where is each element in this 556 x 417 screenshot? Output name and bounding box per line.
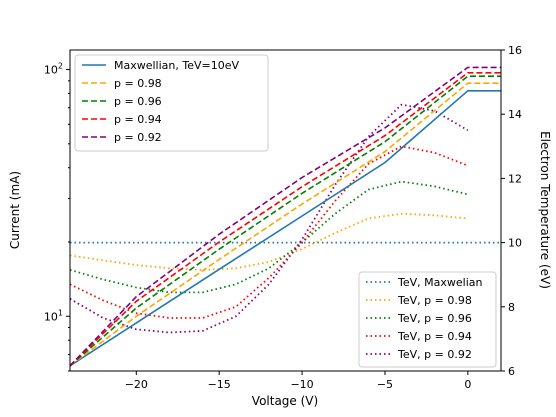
plot-frame <box>69 49 502 372</box>
temperature-legend-box <box>358 271 497 368</box>
current-line-p-0-98 <box>70 82 501 367</box>
right-y-tick-label: 16 <box>508 44 522 57</box>
x-tick-label: −20 <box>125 378 148 391</box>
temperature-legend: TeV, Maxwelian TeV, p = 0.98 TeV, p = 0.96… <box>358 271 497 368</box>
current-legend-entries: Maxwellian, TeV=10eV p = 0.98 p = 0.96 p = … <box>82 59 240 144</box>
x-tick-label: 0 <box>464 378 471 391</box>
current-legend-label: p = 0.92 <box>114 131 162 144</box>
right-y-tick-label: 6 <box>508 365 515 378</box>
temperature-legend-label: TeV, p = 0.94 <box>397 330 472 343</box>
temperature-legend-label: TeV, p = 0.92 <box>397 348 472 361</box>
left-y-tick-label: 101 <box>44 308 63 323</box>
temperature-legend-label: TeV, p = 0.98 <box>397 294 472 307</box>
right-y-tick-label: 10 <box>508 237 522 250</box>
right-y-axis-label: Electron Temperature (eV) <box>538 131 552 289</box>
current-line-p-0-94 <box>70 72 501 367</box>
current-line-p-0-96 <box>70 75 501 367</box>
x-tick-label: −15 <box>208 378 231 391</box>
current-line-maxwellian-tev-10ev <box>70 90 501 367</box>
current-legend-label: p = 0.98 <box>114 77 162 90</box>
temperature-legend-entries: TeV, Maxwelian TeV, p = 0.98 TeV, p = 0.96… <box>366 276 482 361</box>
left-y-axis-label: Current (mA) <box>8 171 22 249</box>
x-axis: −20 −15 −10 −5 0 <box>125 371 471 391</box>
plot-lines <box>70 66 501 367</box>
current-legend-label: p = 0.96 <box>114 95 162 108</box>
current-line-p-0-92 <box>70 66 501 367</box>
current-legend-box <box>74 54 269 152</box>
right-y-tick-label: 14 <box>508 108 522 121</box>
left-y-tick-label: 102 <box>44 62 63 77</box>
x-tick-label: −5 <box>377 378 393 391</box>
right-y-axis: 6 8 10 12 14 16 <box>501 44 522 378</box>
temperature-legend-label: TeV, Maxwelian <box>397 276 482 289</box>
temperature-legend-label: TeV, p = 0.96 <box>397 312 472 325</box>
right-y-tick-label: 8 <box>508 301 515 314</box>
left-y-axis: 101 102 <box>44 62 70 372</box>
current-legend: Maxwellian, TeV=10eV p = 0.98 p = 0.96 p = … <box>74 54 269 152</box>
current-legend-label: Maxwellian, TeV=10eV <box>114 59 240 72</box>
temperature-line-tev-p-0-94 <box>70 145 469 319</box>
x-tick-label: −10 <box>290 378 313 391</box>
x-axis-label: Voltage (V) <box>252 394 318 408</box>
temperature-line-tev-p-0-98 <box>70 212 468 271</box>
temperature-line-tev-p-0-96 <box>70 180 469 294</box>
temperature-line-tev-p-0-92 <box>70 103 469 334</box>
right-y-tick-label: 12 <box>508 172 522 185</box>
current-legend-label: p = 0.94 <box>114 113 162 126</box>
